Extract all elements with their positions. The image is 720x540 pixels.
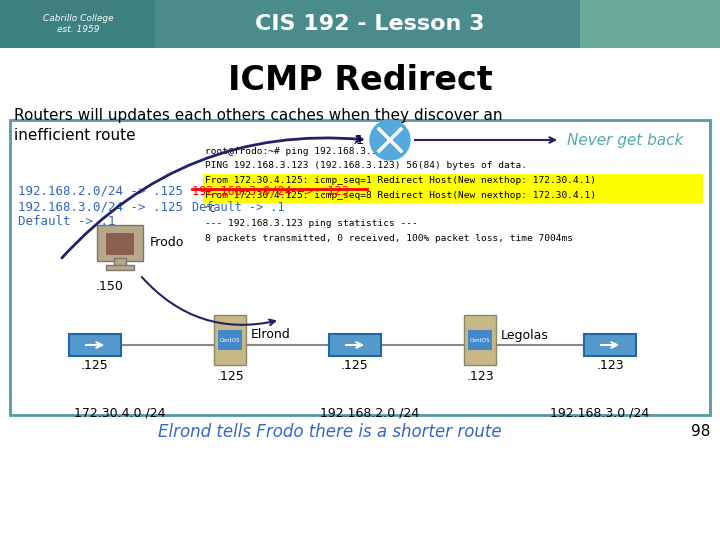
Text: .125: .125 xyxy=(341,359,369,372)
Text: PING 192.168.3.123 (192.168.3.123) 56(84) bytes of data.: PING 192.168.3.123 (192.168.3.123) 56(84… xyxy=(205,161,527,171)
Text: Default -> .1: Default -> .1 xyxy=(192,201,284,214)
FancyBboxPatch shape xyxy=(106,233,134,255)
Text: --- 192.168.3.123 ping statistics ---: --- 192.168.3.123 ping statistics --- xyxy=(205,219,418,228)
FancyBboxPatch shape xyxy=(10,120,710,415)
Text: CentOS: CentOS xyxy=(469,338,490,342)
Text: Legolas: Legolas xyxy=(501,328,549,341)
Bar xyxy=(203,188,703,202)
FancyBboxPatch shape xyxy=(97,225,143,261)
Text: .125: .125 xyxy=(81,359,109,372)
FancyBboxPatch shape xyxy=(468,330,492,350)
Text: Routers will updates each others caches when they discover an
inefficient route: Routers will updates each others caches … xyxy=(14,108,503,143)
Bar xyxy=(0,0,720,48)
Text: Never get back: Never get back xyxy=(567,132,683,147)
Text: .123: .123 xyxy=(596,359,624,372)
FancyBboxPatch shape xyxy=(218,330,242,350)
FancyBboxPatch shape xyxy=(106,265,134,270)
Text: Cabrillo College
est. 1959: Cabrillo College est. 1959 xyxy=(42,14,113,33)
FancyBboxPatch shape xyxy=(329,334,381,356)
FancyBboxPatch shape xyxy=(214,315,246,365)
Text: .125: .125 xyxy=(216,370,244,383)
FancyBboxPatch shape xyxy=(114,258,126,266)
Text: 192.168.2.0 /24: 192.168.2.0 /24 xyxy=(320,407,420,420)
Text: ICMP Redirect: ICMP Redirect xyxy=(228,64,492,97)
Text: .1: .1 xyxy=(353,133,365,146)
Text: Elrond tells Frodo there is a shorter route: Elrond tells Frodo there is a shorter ro… xyxy=(158,423,502,441)
Text: Elrond: Elrond xyxy=(251,328,291,341)
Text: root@frodo:~# ping 192.168.3.123: root@frodo:~# ping 192.168.3.123 xyxy=(205,147,389,156)
Text: From 172.30.4.125: icmp_seq=8 Redirect Host(New nexthop: 172.30.4.1): From 172.30.4.125: icmp_seq=8 Redirect H… xyxy=(205,191,596,199)
FancyBboxPatch shape xyxy=(69,334,121,356)
Text: CentOS: CentOS xyxy=(220,338,240,342)
Circle shape xyxy=(370,120,410,160)
Text: .150: .150 xyxy=(96,280,124,293)
Text: 172.30.4.0 /24: 172.30.4.0 /24 xyxy=(74,407,166,420)
Text: 192.168.2.0/24 -> .125: 192.168.2.0/24 -> .125 xyxy=(18,185,183,198)
Text: From 172.30.4.125: icmp_seq=1 Redirect Host(New nexthop: 172.30.4.1): From 172.30.4.125: icmp_seq=1 Redirect H… xyxy=(205,176,596,185)
Text: 192.168.3.0 /24: 192.168.3.0 /24 xyxy=(550,407,649,420)
Bar xyxy=(0,0,155,48)
Text: 8 packets transmitted, 0 received, 100% packet loss, time 7004ms: 8 packets transmitted, 0 received, 100% … xyxy=(205,234,573,243)
FancyBboxPatch shape xyxy=(584,334,636,356)
Text: 192.168.3.0/24 -> .125: 192.168.3.0/24 -> .125 xyxy=(18,200,183,213)
Text: ^C: ^C xyxy=(205,205,217,214)
Text: Frodo: Frodo xyxy=(150,237,184,249)
Text: Default -> .1: Default -> .1 xyxy=(18,215,115,228)
Text: .123: .123 xyxy=(466,370,494,383)
Bar xyxy=(580,0,720,48)
Text: 98: 98 xyxy=(690,424,710,440)
Bar xyxy=(203,173,703,188)
Text: 192.168.3.0/24 -> .123: 192.168.3.0/24 -> .123 xyxy=(192,185,348,198)
FancyBboxPatch shape xyxy=(464,315,496,365)
Text: CIS 192 - Lesson 3: CIS 192 - Lesson 3 xyxy=(256,14,485,34)
